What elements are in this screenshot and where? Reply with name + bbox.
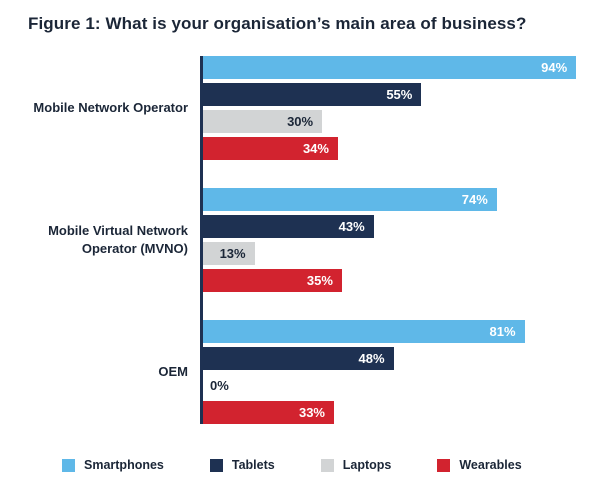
bar-tablets: 43% <box>203 215 374 238</box>
value-label: 13% <box>219 246 246 261</box>
bar-laptops: 13% <box>203 242 255 265</box>
bar-group: 81% 48% 0% 33% <box>203 320 600 424</box>
bar-smartphones: 81% <box>203 320 525 343</box>
value-label: 33% <box>298 405 325 420</box>
chart-group: Mobile Virtual Network Operator (MVNO) 74… <box>28 188 600 292</box>
legend-label: Tablets <box>231 458 275 472</box>
legend-swatch-tablets <box>209 458 223 472</box>
value-label: 48% <box>358 351 385 366</box>
bar-row: 34% <box>203 137 600 160</box>
category-label: Mobile Network Operator <box>33 100 188 116</box>
bar-row: 0% <box>203 374 600 397</box>
legend-label: Smartphones <box>84 458 164 472</box>
bar-tablets: 55% <box>203 83 422 106</box>
bar-row: 35% <box>203 269 600 292</box>
legend-swatch-wearables <box>437 458 451 472</box>
legend-item: Wearables <box>437 458 522 472</box>
chart-group: Mobile Network Operator 94% 55% 30% 34% <box>28 56 600 160</box>
category-label: Mobile Virtual Network Operator (MVNO) <box>48 223 188 256</box>
legend-label: Wearables <box>459 458 522 472</box>
bar-wearables: 35% <box>203 269 342 292</box>
bar-row: 94% <box>203 56 600 79</box>
bar-row: 74% <box>203 188 600 211</box>
legend-label: Laptops <box>342 458 392 472</box>
bar-group: 94% 55% 30% 34% <box>203 56 600 160</box>
bar-row: 48% <box>203 347 600 370</box>
bar-row: 81% <box>203 320 600 343</box>
bar-row: 43% <box>203 215 600 238</box>
value-label: 55% <box>386 87 413 102</box>
value-label: 43% <box>338 219 365 234</box>
bar-laptops: 30% <box>203 110 323 133</box>
bar-chart: Mobile Network Operator 94% 55% 30% 34% Mobil… <box>28 56 600 424</box>
value-label: 81% <box>489 324 516 339</box>
value-label: 30% <box>287 114 314 129</box>
chart-group: OEM 81% 48% 0% 33% <box>28 320 600 424</box>
legend-item: Tablets <box>209 458 275 472</box>
value-label: 34% <box>302 141 329 156</box>
bar-row: 33% <box>203 401 600 424</box>
bar-row: 30% <box>203 110 600 133</box>
legend-item: Laptops <box>320 458 392 472</box>
plot-area: Mobile Network Operator 94% 55% 30% 34% Mobil… <box>28 56 600 424</box>
bar-tablets: 48% <box>203 347 394 370</box>
bar-wearables: 33% <box>203 401 334 424</box>
bar-row: 55% <box>203 83 600 106</box>
y-axis-line <box>200 56 203 424</box>
bar-wearables: 34% <box>203 137 338 160</box>
category-label: OEM <box>158 364 188 380</box>
legend-swatch-smartphones <box>62 458 75 472</box>
value-label: 74% <box>461 192 488 207</box>
bar-smartphones: 74% <box>203 188 497 211</box>
legend-item: Smartphones <box>62 458 164 472</box>
bar-group: 74% 43% 13% 35% <box>203 188 600 292</box>
value-label: 94% <box>541 60 568 75</box>
bar-smartphones: 94% <box>203 56 577 79</box>
legend-swatch-laptops <box>320 458 334 472</box>
legend: Smartphones Tablets Laptops Wearables <box>28 458 600 472</box>
page-title: Figure 1: What is your organisation’s ma… <box>28 14 527 33</box>
bar-row: 13% <box>203 242 600 265</box>
value-label: 0% <box>210 378 229 393</box>
value-label: 35% <box>306 273 333 288</box>
